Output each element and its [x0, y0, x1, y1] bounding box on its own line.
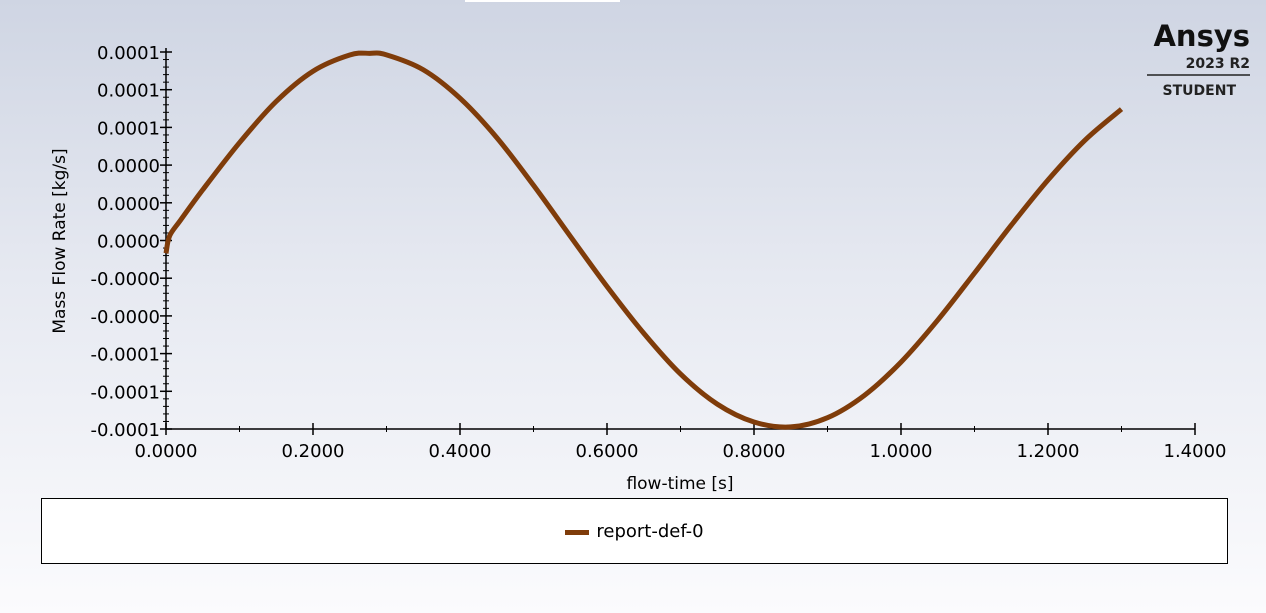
x-axis: 0.0000 0.2000 0.4000 0.6000 0.8000 1.0000 1.20… [135, 423, 1227, 462]
y-tick-label: -0.0000 [91, 307, 160, 328]
x-tick-label: 0.2000 [282, 441, 345, 462]
y-tick-label: 0.0000 [97, 156, 160, 177]
top-tab-highlight [465, 0, 620, 2]
series-layer [163, 50, 1124, 430]
x-tick-label: 1.4000 [1164, 441, 1227, 462]
y-tick-label: -0.0001 [91, 420, 160, 441]
y-tick-label: 0.0000 [97, 194, 160, 215]
y-tick-label: 0.0000 [97, 232, 160, 253]
y-tick-label: -0.0000 [91, 269, 160, 290]
brand-logo: Ansys 2023 R2 STUDENT [1147, 19, 1250, 99]
brand-edition: STUDENT [1163, 83, 1237, 99]
brand-version: 2023 R2 [1186, 56, 1250, 72]
legend-label: report-def-0 [596, 520, 704, 542]
x-tick-label: 0.6000 [576, 441, 639, 462]
y-tick-label: -0.0001 [91, 382, 160, 403]
series-line-report-def-0 [163, 50, 1124, 430]
y-axis-title: Mass Flow Rate [kg/s] [50, 148, 70, 333]
brand-name: Ansys [1153, 19, 1250, 53]
y-tick-label: 0.0001 [97, 43, 160, 64]
y-tick-label: 0.0001 [97, 81, 160, 102]
x-tick-label: 1.2000 [1017, 441, 1080, 462]
legend: report-def-0 [41, 498, 1228, 564]
x-tick-label: 0.4000 [429, 441, 492, 462]
x-tick-label: 0.8000 [723, 441, 786, 462]
y-tick-label: 0.0001 [97, 118, 160, 139]
x-tick-label: 0.0000 [135, 441, 198, 462]
x-tick-label: 1.0000 [870, 441, 933, 462]
y-axis: 0.0001 0.0001 0.0001 0.0000 0.0000 0.0000 -0.0… [91, 43, 172, 441]
y-tick-label: -0.0001 [91, 345, 160, 366]
legend-swatch [565, 529, 590, 535]
x-axis-title: flow-time [s] [626, 474, 733, 494]
legend-item: report-def-0 [565, 520, 704, 542]
